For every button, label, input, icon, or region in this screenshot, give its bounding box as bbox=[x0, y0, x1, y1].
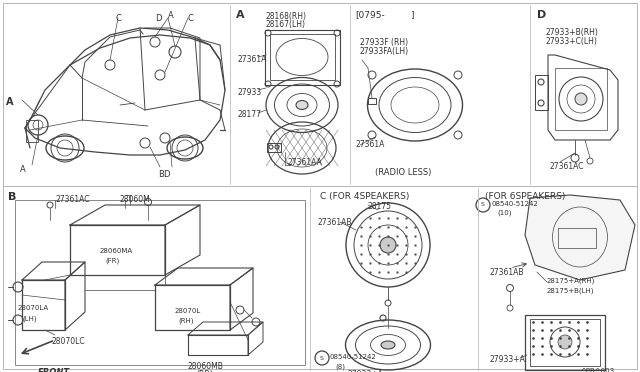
Text: 27361AC: 27361AC bbox=[550, 162, 584, 171]
Text: S: S bbox=[320, 356, 324, 360]
Text: (FOR 6SPEAKERS): (FOR 6SPEAKERS) bbox=[485, 192, 565, 201]
Text: S: S bbox=[481, 202, 485, 208]
Text: A: A bbox=[236, 10, 244, 20]
Text: 27933: 27933 bbox=[237, 88, 261, 97]
Bar bbox=[270, 34, 335, 80]
Text: (LH): (LH) bbox=[22, 315, 36, 321]
Bar bbox=[26, 120, 38, 142]
Text: 27933+B(RH): 27933+B(RH) bbox=[545, 28, 598, 37]
Circle shape bbox=[575, 93, 587, 105]
Text: 27361AB: 27361AB bbox=[318, 218, 353, 227]
Text: 28060M: 28060M bbox=[120, 195, 151, 204]
Text: 08540-51242: 08540-51242 bbox=[492, 201, 539, 207]
Bar bbox=[558, 228, 596, 248]
Text: C: C bbox=[116, 14, 122, 23]
Text: (8): (8) bbox=[335, 363, 345, 369]
Bar bbox=[15, 200, 305, 365]
Text: 27361AA: 27361AA bbox=[288, 158, 323, 167]
Text: C (FOR 4SPEAKERS): C (FOR 4SPEAKERS) bbox=[320, 192, 410, 201]
Bar bbox=[555, 68, 607, 130]
Circle shape bbox=[380, 237, 396, 253]
Ellipse shape bbox=[381, 341, 395, 349]
Text: 27361A: 27361A bbox=[355, 140, 385, 149]
Text: 27361A: 27361A bbox=[237, 55, 266, 64]
Text: ^PB^003: ^PB^003 bbox=[580, 368, 614, 372]
Bar bbox=[530, 319, 600, 366]
Text: 27933F (RH): 27933F (RH) bbox=[360, 38, 408, 47]
Text: C: C bbox=[187, 14, 193, 23]
Text: ]: ] bbox=[410, 10, 413, 19]
Text: 28167(LH): 28167(LH) bbox=[265, 20, 305, 29]
Bar bbox=[267, 143, 281, 152]
Text: (RADIO LESS): (RADIO LESS) bbox=[375, 168, 431, 177]
Bar bbox=[265, 30, 340, 85]
Text: 28177: 28177 bbox=[237, 110, 261, 119]
Text: B: B bbox=[8, 192, 17, 202]
Bar bbox=[368, 98, 376, 104]
Polygon shape bbox=[525, 195, 635, 280]
Text: 28070L: 28070L bbox=[175, 308, 201, 314]
Bar bbox=[525, 315, 605, 370]
Text: (FR): (FR) bbox=[105, 258, 119, 264]
Text: B: B bbox=[158, 170, 164, 179]
Text: 28070LA: 28070LA bbox=[18, 305, 49, 311]
Text: 27933+C(LH): 27933+C(LH) bbox=[545, 37, 597, 46]
Text: [0795-: [0795- bbox=[355, 10, 385, 19]
Ellipse shape bbox=[296, 100, 308, 109]
Text: 08540-51242: 08540-51242 bbox=[330, 354, 377, 360]
Text: D: D bbox=[537, 10, 547, 20]
Text: 28168(RH): 28168(RH) bbox=[265, 12, 306, 21]
Text: 28060MA: 28060MA bbox=[100, 248, 133, 254]
Text: 28175+B(LH): 28175+B(LH) bbox=[547, 287, 595, 294]
Text: 27933FA(LH): 27933FA(LH) bbox=[360, 47, 409, 56]
Circle shape bbox=[558, 335, 572, 349]
Text: (RR): (RR) bbox=[196, 370, 212, 372]
Text: 27361AB: 27361AB bbox=[490, 268, 525, 277]
Text: A: A bbox=[20, 165, 26, 174]
Text: (10): (10) bbox=[497, 210, 511, 217]
Text: D: D bbox=[155, 14, 161, 23]
Text: 28175: 28175 bbox=[368, 202, 392, 211]
Text: 28175+A(RH): 28175+A(RH) bbox=[547, 278, 595, 285]
Text: 28070LC: 28070LC bbox=[52, 337, 86, 346]
Text: A: A bbox=[168, 11, 173, 20]
Text: (RH): (RH) bbox=[178, 318, 193, 324]
Text: 28060MB: 28060MB bbox=[188, 362, 224, 371]
Text: FRONT: FRONT bbox=[38, 368, 70, 372]
Text: 27933+A: 27933+A bbox=[490, 355, 526, 364]
Text: 27933+A: 27933+A bbox=[348, 370, 384, 372]
Text: A: A bbox=[6, 97, 13, 107]
Text: 27361AC: 27361AC bbox=[55, 195, 90, 204]
Text: D: D bbox=[163, 170, 170, 179]
